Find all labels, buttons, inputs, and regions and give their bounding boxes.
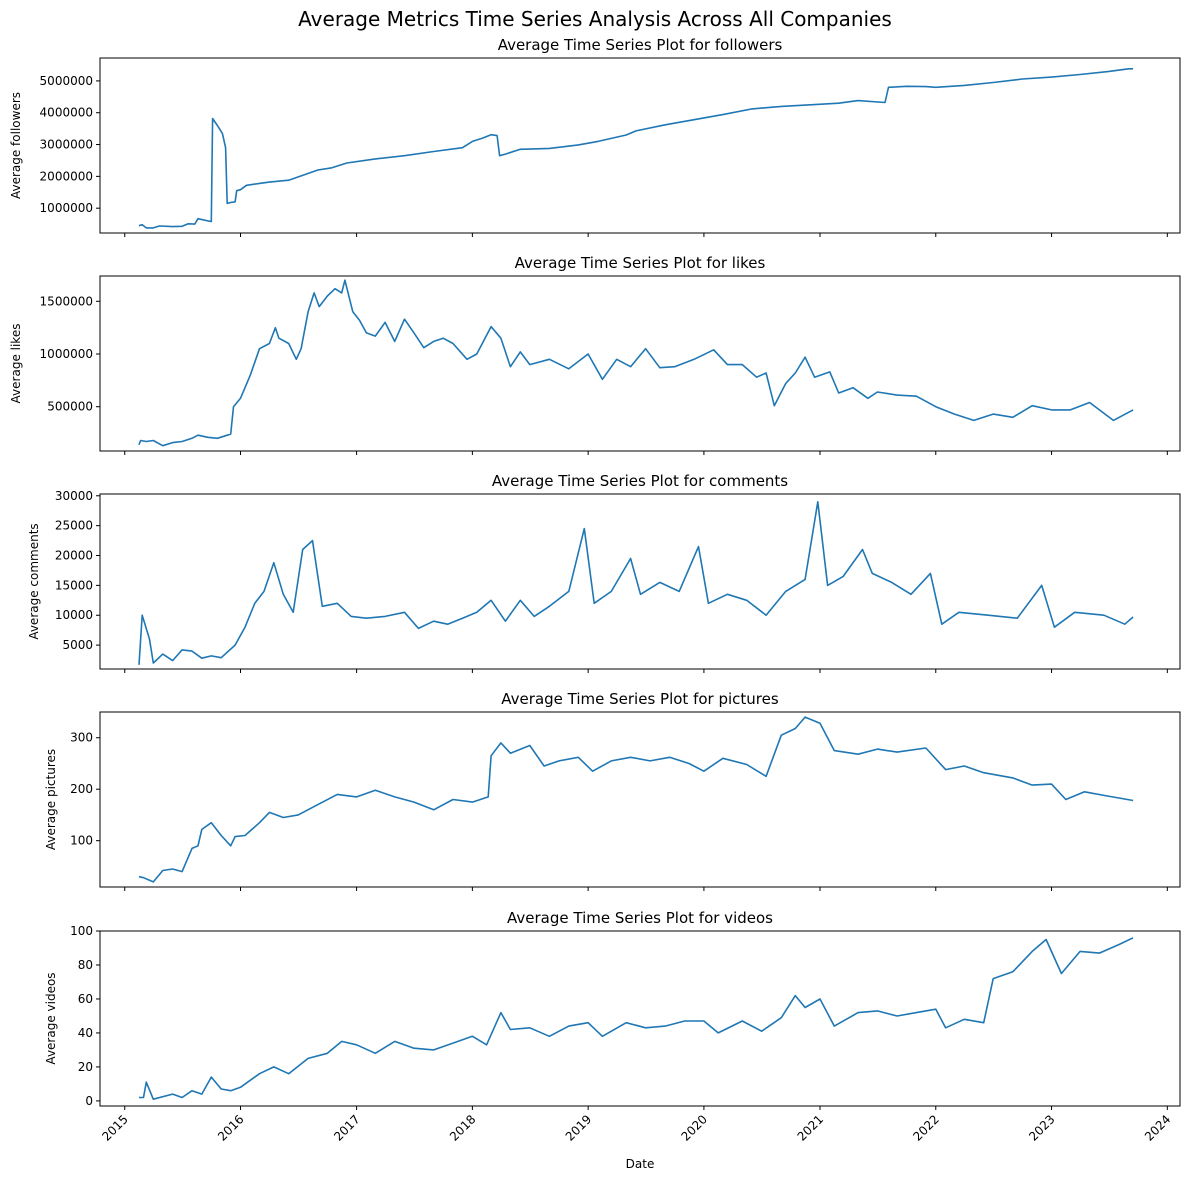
y-axis-label-followers: Average followers	[9, 92, 23, 199]
y-tick-label: 20	[78, 1060, 93, 1074]
y-tick-label: 1500000	[40, 294, 93, 308]
y-tick-label: 3000000	[40, 138, 93, 152]
y-axis-label-videos: Average videos	[44, 972, 58, 1064]
y-axis-label-likes: Average likes	[9, 324, 23, 404]
y-tick-label: 0	[85, 1094, 93, 1108]
y-tick-label: 1000000	[40, 347, 93, 361]
y-axis-label-comments: Average comments	[27, 523, 41, 639]
y-tick-label: 15000	[55, 578, 93, 592]
y-tick-label: 10000	[55, 608, 93, 622]
y-tick-label: 60	[78, 992, 93, 1006]
x-axis-label: Date	[626, 1157, 655, 1171]
y-tick-label: 80	[78, 958, 93, 972]
y-tick-label: 40	[78, 1026, 93, 1040]
panel-title-videos: Average Time Series Plot for videos	[507, 909, 773, 927]
y-tick-label: 100	[70, 924, 93, 938]
y-tick-label: 20000	[55, 549, 93, 563]
y-tick-label: 2000000	[40, 169, 93, 183]
panel-title-followers: Average Time Series Plot for followers	[498, 36, 783, 54]
y-tick-label: 300	[70, 731, 93, 745]
y-tick-label: 4000000	[40, 106, 93, 120]
y-tick-label: 30000	[55, 489, 93, 503]
y-tick-label: 25000	[55, 519, 93, 533]
figure-title: Average Metrics Time Series Analysis Acr…	[298, 7, 892, 31]
y-tick-label: 5000	[62, 638, 93, 652]
y-tick-label: 100	[70, 834, 93, 848]
y-axis-label-pictures: Average pictures	[44, 749, 58, 850]
y-tick-label: 1000000	[40, 201, 93, 215]
panel-title-likes: Average Time Series Plot for likes	[515, 254, 766, 272]
y-tick-label: 200	[70, 782, 93, 796]
panel-title-comments: Average Time Series Plot for comments	[492, 472, 788, 490]
panel-title-pictures: Average Time Series Plot for pictures	[501, 690, 779, 708]
y-tick-label: 500000	[47, 400, 93, 414]
y-tick-label: 5000000	[40, 74, 93, 88]
